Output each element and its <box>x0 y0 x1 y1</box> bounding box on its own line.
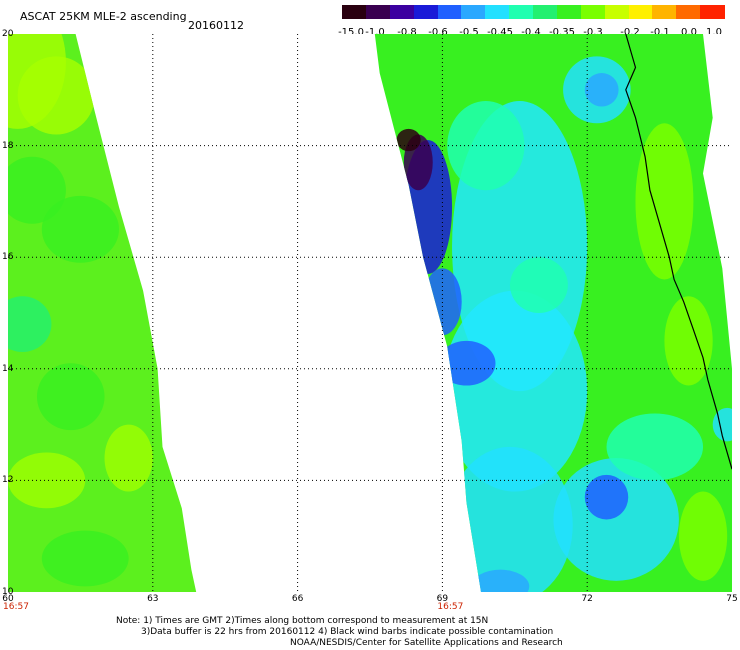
colorbar-label: -0.1 <box>650 27 670 38</box>
swath-value-patch <box>8 156 66 224</box>
swath-value-patch <box>41 530 129 587</box>
colorbar-label: -0.5 <box>459 27 479 38</box>
colorbar-segment <box>604 5 629 19</box>
swath-value-patch <box>712 407 732 442</box>
colorbar-label: 0.0 <box>681 27 697 38</box>
colorbar-label: -0.3 <box>583 27 603 38</box>
longitude-tick-label: 63 <box>147 594 159 604</box>
note-line-3: NOAA/NESDIS/Center for Satellite Applica… <box>290 638 563 648</box>
map-title: ASCAT 25KM MLE-2 ascending <box>20 10 187 23</box>
swath-value-patch <box>437 340 496 386</box>
swath-value-patch <box>678 491 728 581</box>
longitude-tick-label: 75 <box>726 594 738 604</box>
swath-value-patch <box>553 458 679 581</box>
latitude-tick-label: 18 <box>2 140 14 151</box>
latitude-tick-label: 20 <box>2 29 14 39</box>
latitude-tick-label: 10 <box>2 587 14 597</box>
colorbar-label: -0.6 <box>428 27 448 38</box>
colorbar-segment <box>413 5 438 19</box>
colorbar-segment <box>509 5 534 19</box>
latitude-tick-label: 16 <box>2 252 14 263</box>
colorbar-label: -0.2 <box>620 27 640 38</box>
swath-value-patch <box>41 195 120 263</box>
swath-value-patch <box>584 474 629 520</box>
colorbar-segment <box>652 5 677 19</box>
longitude-tick-label: 66 <box>291 594 304 604</box>
colorbar-segment <box>389 5 415 19</box>
swath-value-patch <box>17 56 95 135</box>
colorbar-label: -1.0 <box>365 27 385 38</box>
longitude-tick-label: 72 <box>581 594 593 604</box>
colorbar-segment <box>365 5 391 19</box>
swath-value-patch <box>664 296 713 386</box>
swath-value-patch <box>442 290 588 492</box>
colorbar-label: -0.35 <box>549 27 575 38</box>
left-swath-texture <box>8 34 153 587</box>
map-date: 20160112 <box>188 19 244 32</box>
colorbar-segment <box>485 5 510 19</box>
colorbar-segment <box>342 5 367 19</box>
note-line-1: Note: 1) Times are GMT 2)Times along bot… <box>116 616 489 626</box>
swath-value-patch <box>104 424 153 492</box>
coastline <box>625 34 732 470</box>
swath-value-patch <box>447 100 525 191</box>
colorbar-label: -0.4 <box>521 27 541 38</box>
colorbar-segment <box>580 5 606 19</box>
colorbar-label: -15.0 <box>338 27 364 38</box>
swath-value-patch <box>635 123 694 280</box>
colorbar-segment <box>437 5 462 19</box>
swath-value-patch <box>36 363 105 431</box>
swath-value-patch <box>447 446 573 592</box>
colorbar-segment <box>628 5 653 19</box>
swath-value-patch <box>471 569 530 592</box>
longitude-tick-label: 60 <box>2 594 14 604</box>
swath-value-patch <box>584 73 619 107</box>
colorbar-segment <box>556 5 582 19</box>
colorbar-label: -0.45 <box>487 27 513 38</box>
swath-value-patch <box>509 257 568 313</box>
colorbar-segment <box>461 5 486 19</box>
swath-value-patch <box>396 128 421 152</box>
longitude-tick-label: 69 <box>436 594 449 604</box>
colorbar-segment <box>700 5 725 19</box>
colorbar-segment <box>676 5 701 19</box>
swath-value-patch <box>8 452 86 509</box>
colorbar-label: -0.8 <box>397 27 417 38</box>
colorbar-segment <box>533 5 558 19</box>
pass-time-label: 16:57 <box>3 602 29 612</box>
swath-value-patch <box>8 296 52 353</box>
latitude-tick-label: 12 <box>2 475 14 486</box>
colorbar-labels: -15.0 -1.0 -0.8 -0.6 -0.5 -0.45 -0.4 -0.35 -0.3 -… <box>338 0 724 40</box>
note-line-2: 3)Data buffer is 22 hrs from 20160112 4)… <box>141 627 554 637</box>
map-plot-area <box>8 34 732 592</box>
latitude-tick-label: 14 <box>2 363 14 374</box>
colorbar-label: 1.0 <box>706 27 722 38</box>
right-swath-texture <box>396 56 732 592</box>
pass-time-label: 16:57 <box>437 602 464 612</box>
swath-value-patch <box>606 413 704 481</box>
colorbar <box>342 5 725 19</box>
